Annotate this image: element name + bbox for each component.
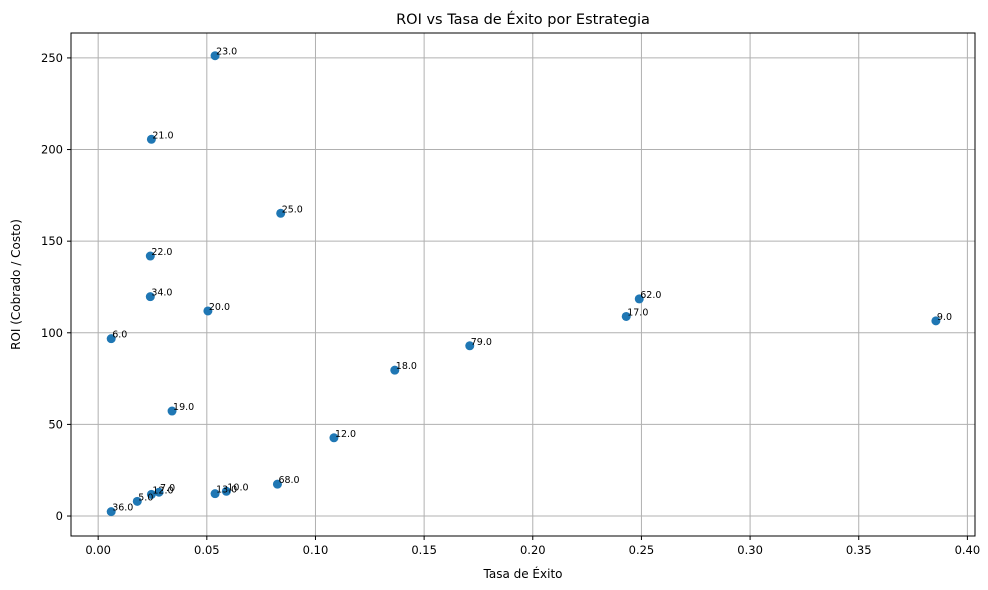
scatter-point	[146, 489, 156, 499]
x-tick-label: 0.20	[520, 543, 546, 557]
point-label: 79.0	[471, 337, 492, 348]
scatter-point	[272, 479, 282, 489]
point-label: 12.0	[335, 429, 356, 440]
y-tick-label: 200	[41, 143, 63, 157]
scatter-point	[621, 311, 631, 321]
y-tick-label: 50	[48, 417, 63, 431]
scatter-point	[931, 316, 941, 326]
point-label: 12.0	[152, 485, 173, 496]
x-tick-label: 0.10	[303, 543, 329, 557]
data-points	[106, 51, 941, 517]
point-label: 17.0	[627, 307, 648, 318]
point-label: 7.0	[160, 483, 175, 494]
point-label: 9.0	[937, 312, 952, 323]
scatter-point	[167, 406, 177, 416]
y-tick-label: 100	[41, 326, 63, 340]
x-tick-label: 0.35	[846, 543, 872, 557]
scatter-point	[203, 306, 213, 316]
point-label: 34.0	[151, 288, 172, 299]
x-tick-label: 0.25	[629, 543, 655, 557]
y-tick-label: 150	[41, 234, 63, 248]
scatter-point	[145, 251, 155, 261]
point-label: 23.0	[216, 47, 237, 58]
point-label: 18.0	[396, 361, 417, 372]
scatter-point	[221, 486, 231, 496]
x-axis-ticks: 0.00 0.05 0.10 0.15 0.20 0.25 0.30 0.35 0.40	[85, 536, 980, 557]
scatter-point	[210, 489, 220, 499]
scatter-point	[145, 292, 155, 302]
point-label: 10.0	[227, 482, 248, 493]
scatter-point	[106, 507, 116, 517]
scatter-point	[390, 365, 400, 375]
x-tick-label: 0.30	[737, 543, 763, 557]
scatter-point	[276, 208, 286, 218]
x-tick-label: 0.15	[411, 543, 437, 557]
scatter-point	[329, 433, 339, 443]
point-label: 13.0	[216, 485, 237, 496]
point-label: 25.0	[282, 204, 303, 215]
scatter-point	[210, 51, 220, 61]
plot-frame	[70, 32, 976, 537]
point-label: 6.0	[112, 330, 127, 341]
point-label: 68.0	[278, 475, 299, 486]
scatter-point	[634, 294, 644, 304]
y-tick-label: 0	[56, 509, 63, 523]
x-tick-label: 0.40	[955, 543, 981, 557]
chart-title: ROI vs Tasa de Éxito por Estrategia	[396, 11, 650, 28]
point-label: 22.0	[151, 247, 172, 258]
scatter-point	[154, 487, 164, 497]
y-axis-label: ROI (Cobrado / Costo)	[9, 219, 23, 350]
x-axis-label: Tasa de Éxito	[483, 566, 563, 581]
y-tick-label: 250	[41, 51, 63, 65]
grid-lines	[71, 33, 975, 536]
point-labels: 23.0 21.0 25.0 22.0 34.0 20.0 6.0 62.0 17.0 9.0 79…	[112, 47, 952, 514]
x-tick-label: 0.05	[194, 543, 220, 557]
scatter-point	[465, 341, 475, 351]
point-label: 62.0	[640, 290, 661, 301]
point-label: 19.0	[173, 402, 194, 413]
scatter-point	[146, 134, 156, 144]
y-axis-ticks: 0 50 100 150 200 250	[41, 51, 71, 523]
point-label: 5.0	[138, 492, 153, 503]
point-label: 20.0	[209, 302, 230, 313]
scatter-point	[132, 496, 142, 506]
point-label: 36.0	[112, 503, 133, 514]
point-label: 21.0	[152, 130, 173, 141]
x-tick-label: 0.00	[85, 543, 111, 557]
scatter-point	[106, 334, 116, 344]
